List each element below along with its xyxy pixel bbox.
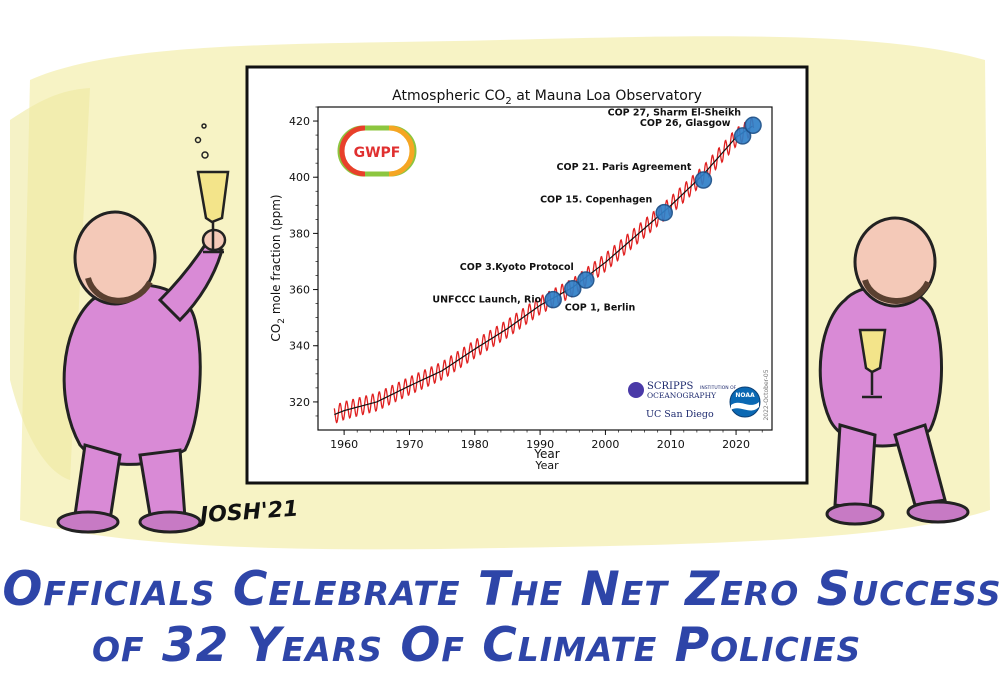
chart-title-rest: at Mauna Loa Observatory bbox=[512, 88, 702, 104]
right-official-figure bbox=[818, 216, 970, 526]
gwpf-logo-ring-orange bbox=[388, 125, 415, 177]
bubble bbox=[201, 151, 209, 159]
x-tick-label: 1980 bbox=[461, 438, 489, 451]
caption-line-2: of 32 Years Of Climate Policies bbox=[92, 618, 862, 673]
x-tick-label: 1970 bbox=[395, 438, 423, 451]
cop-label: COP 3.Kyoto Protocol bbox=[460, 262, 574, 273]
scripps-small-text: INSTITUTION OF bbox=[700, 385, 737, 391]
x-tick-label: 2020 bbox=[722, 438, 750, 451]
right-figure-leg-left bbox=[833, 423, 877, 512]
y-tick-label: 380 bbox=[289, 227, 310, 240]
bubble bbox=[194, 136, 202, 144]
x-axis-label: Year bbox=[533, 447, 559, 461]
cop-label: UNFCCC Launch, Rio bbox=[432, 295, 541, 306]
gwpf-logo-text: GWPF bbox=[354, 145, 401, 161]
gwpf-logo: GWPF bbox=[337, 125, 417, 177]
left-official-figure bbox=[56, 123, 230, 534]
noaa-wave-icon bbox=[731, 402, 759, 411]
x-axis-label-duplicate: Year bbox=[534, 459, 559, 472]
scripps-emblem-icon bbox=[628, 382, 644, 398]
cop-marker bbox=[694, 171, 713, 189]
cop-marker bbox=[564, 279, 582, 298]
x-tick-label: 2010 bbox=[657, 438, 685, 451]
cop-marker bbox=[544, 290, 562, 309]
chart-board bbox=[245, 65, 809, 485]
co2-chart: Atmospheric CO2 at Mauna Loa Observatory… bbox=[269, 88, 773, 472]
left-figure-beard bbox=[85, 276, 153, 304]
right-champagne-glass bbox=[858, 328, 887, 399]
right-figure-beard bbox=[862, 278, 931, 304]
cop-label: COP 1, Berlin bbox=[565, 303, 636, 314]
bubble bbox=[201, 123, 207, 129]
x-tick-label: 1990 bbox=[526, 438, 554, 451]
left-champagne-glass bbox=[196, 170, 230, 254]
y-tick-label: 340 bbox=[289, 340, 310, 353]
y-tick-label: 420 bbox=[289, 115, 310, 128]
y-tick-label: 360 bbox=[289, 284, 310, 297]
ucsd-text: UC San Diego bbox=[646, 409, 714, 420]
cop-label: COP 21. Paris Agreement bbox=[557, 162, 692, 173]
date-note: 2022-October-05 bbox=[763, 369, 770, 420]
y-tick-label: 320 bbox=[289, 396, 310, 409]
right-figure-shoe-right bbox=[906, 500, 970, 524]
scripps-oceanography-text: OCEANOGRAPHY bbox=[647, 391, 717, 400]
noaa-text: NOAA bbox=[735, 392, 755, 399]
cop-marker bbox=[744, 116, 762, 135]
trend-co2-line bbox=[334, 125, 753, 416]
chart-title: Atmospheric CO2 at Mauna Loa Observatory bbox=[392, 88, 702, 107]
right-figure-shoe-left bbox=[825, 502, 885, 526]
y-tick-label: 400 bbox=[289, 171, 310, 184]
cop-label: COP 15. Copenhagen bbox=[540, 195, 652, 206]
gwpf-logo-ring-red bbox=[339, 125, 366, 177]
left-figure-shoe-right bbox=[138, 510, 202, 534]
caption-line-1: Officials Celebrate The Net Zero Success bbox=[2, 562, 1002, 617]
left-figure-shoe-left bbox=[56, 510, 120, 534]
monthly-co2-line bbox=[333, 117, 755, 424]
cop-label: COP 26, Glasgow bbox=[640, 118, 731, 129]
cop-label: COP 27, Sharm El-Sheikh bbox=[608, 107, 742, 118]
y-axis-label: CO2 mole fraction (ppm) bbox=[269, 194, 287, 341]
x-tick-label: 1960 bbox=[330, 438, 358, 451]
cop-marker bbox=[733, 127, 752, 145]
x-tick-label: 2000 bbox=[591, 438, 619, 451]
chart-title-main: Atmospheric CO bbox=[392, 88, 505, 104]
cop-marker bbox=[577, 271, 595, 289]
plot-frame bbox=[317, 106, 773, 431]
right-figure-head bbox=[853, 216, 937, 308]
left-figure-head bbox=[73, 210, 157, 306]
left-figure-raised-arm bbox=[157, 243, 224, 323]
right-figure-leg-right bbox=[893, 423, 947, 507]
scripps-text: SCRIPPS bbox=[647, 381, 693, 392]
cop-marker bbox=[655, 203, 673, 222]
chart-title-subscript: 2 bbox=[505, 96, 511, 107]
